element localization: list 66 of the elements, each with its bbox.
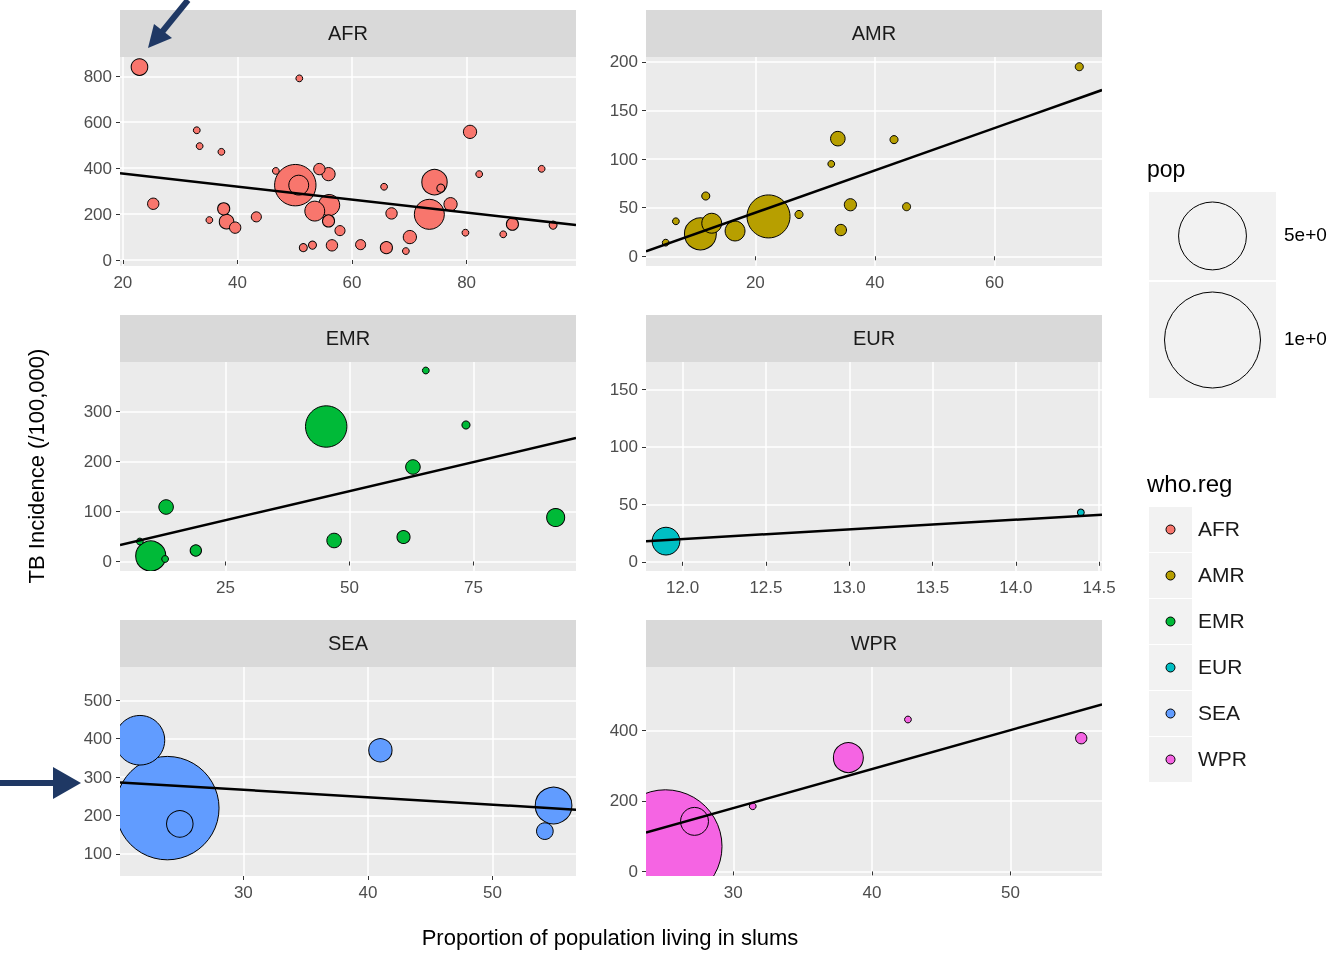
x-tick-label: 25	[216, 578, 236, 597]
y-tick-label: 0	[102, 552, 112, 571]
x-tick-label: 75	[463, 578, 483, 597]
x-tick-label: 20	[113, 273, 133, 292]
x-tick-label: 40	[865, 273, 885, 292]
y-tick-label: 0	[628, 246, 638, 266]
y-tick-label: 800	[83, 66, 112, 86]
y-tick-label: 150	[609, 380, 638, 400]
x-tick-label: 20	[745, 273, 765, 292]
chart-title: SEA	[120, 620, 576, 667]
x-tick-label: 12.5	[749, 578, 783, 597]
y-tick-label: 50	[619, 198, 638, 218]
y-axis-title: TB Incidence (/100,000)	[24, 348, 50, 584]
y-tick-label: 500	[83, 690, 112, 710]
y-tick-label: 300	[83, 767, 112, 787]
x-tick-label: 60	[984, 273, 1004, 292]
y-tick-label: 400	[83, 158, 112, 178]
chart-title: AMR	[646, 10, 1102, 57]
x-tick-label: 50	[483, 883, 502, 902]
x-tick-label: 80	[457, 273, 477, 292]
x-tick-label: 40	[862, 883, 882, 902]
y-tick-label: 600	[83, 112, 112, 132]
y-tick-label: 0	[628, 861, 638, 881]
legend-title: who.reg	[1147, 470, 1233, 498]
x-axis-title: Proportion of population living in slums	[421, 925, 799, 951]
y-tick-label: 200	[609, 52, 638, 72]
chart-title: EUR	[646, 315, 1102, 362]
y-tick-label: 200	[83, 204, 112, 224]
y-tick-label: 400	[83, 729, 112, 749]
legend-label: AMR	[1198, 563, 1245, 587]
legend-label: SEA	[1198, 701, 1241, 725]
text: pop	[1147, 156, 1186, 183]
legend-label: WPR	[1198, 747, 1247, 771]
x-tick-label: 30	[723, 883, 743, 902]
y-tick-label: 50	[619, 494, 638, 514]
legend-label: 5e+0	[1284, 223, 1327, 246]
y-tick-label: 100	[83, 502, 112, 521]
x-tick-label: 14.5	[1082, 578, 1116, 597]
legend-label: 1e+0	[1284, 327, 1327, 350]
legend-label: EUR	[1198, 655, 1243, 679]
x-tick-label: 12.0	[666, 578, 700, 597]
y-tick-label: 150	[609, 100, 638, 120]
y-tick-label: 200	[83, 452, 112, 471]
y-tick-label: 200	[83, 805, 112, 825]
y-tick-label: 300	[83, 402, 112, 421]
x-tick-label: 60	[342, 273, 362, 292]
x-tick-label: 13.5	[916, 578, 950, 597]
x-tick-label: 50	[1001, 883, 1020, 902]
legend-label: EMR	[1198, 609, 1245, 633]
x-tick-label: 50	[340, 578, 359, 597]
y-tick-label: 0	[628, 552, 638, 572]
y-tick-label: 0	[102, 250, 112, 270]
x-tick-label: 40	[227, 273, 247, 292]
legend-label: AFR	[1198, 517, 1240, 541]
y-tick-label: 100	[609, 149, 638, 169]
chart-title: AFR	[120, 10, 576, 57]
chart-title: WPR	[646, 620, 1102, 667]
x-tick-label: 30	[233, 883, 253, 902]
y-tick-label: 100	[83, 844, 112, 864]
y-tick-label: 200	[609, 791, 638, 811]
y-tick-label: 400	[609, 720, 638, 740]
x-tick-label: 13.0	[832, 578, 866, 597]
x-tick-label: 14.0	[999, 578, 1033, 597]
x-tick-label: 40	[358, 883, 378, 902]
chart-title: EMR	[120, 315, 576, 362]
y-tick-label: 100	[609, 437, 638, 457]
